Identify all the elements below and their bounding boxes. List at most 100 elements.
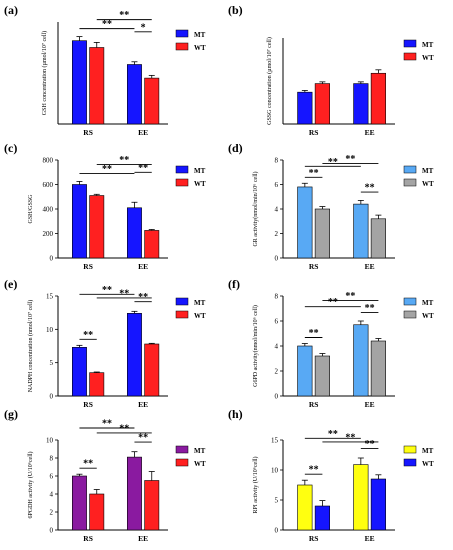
y-axis-label: NADPH concentration (nmol/10⁷ cell) <box>27 300 34 393</box>
legend-label: MT <box>194 167 206 175</box>
bar-MT-RS <box>72 347 87 397</box>
bar-MT-EE <box>353 464 369 531</box>
legend-swatch-MT <box>175 165 189 174</box>
chart-panel-e: (e) 0 5 10 15 NADPH concentration (nmol/10⁷ c… <box>4 277 206 409</box>
legend-swatch-MT <box>403 165 417 174</box>
y-tick-label: 10 <box>46 326 54 334</box>
significance-marker: ** <box>345 154 355 165</box>
y-axis-label: G6PD activity(nmol/min/10⁶ cell) <box>252 305 259 387</box>
bar-WT-RS <box>89 372 105 397</box>
chart-panel-f: (f) 0 2 4 6 8 G6PD activity(nmol/min/10⁶ cell)… <box>228 277 434 409</box>
significance-marker: ** <box>102 164 112 175</box>
panel-label: (g) <box>4 407 18 421</box>
bar-WT-EE <box>370 72 386 125</box>
legend-swatch-MT <box>175 29 189 38</box>
bar-WT-RS <box>314 208 330 259</box>
chart-panel-b: (b) GSSG concentration (µmol/10⁷ cell) RS E… <box>228 3 434 137</box>
bar-MT-EE <box>353 324 369 397</box>
significance-marker: ** <box>138 433 148 444</box>
legend-label: MT <box>422 167 434 175</box>
y-tick-label: 0 <box>275 393 279 401</box>
bar-WT-RS <box>89 47 105 125</box>
x-category-label: RS <box>309 400 319 409</box>
legend-label: WT <box>194 312 206 320</box>
y-tick-label: 600 <box>43 181 54 189</box>
y-tick-label: 5 <box>50 359 54 367</box>
y-tick-label: 10 <box>271 467 279 475</box>
legend-label: MT <box>194 299 206 307</box>
legend-label: WT <box>194 44 206 52</box>
y-tick-label: 15 <box>271 437 279 445</box>
significance-marker: ** <box>138 163 148 174</box>
significance-marker: ** <box>138 292 148 303</box>
panel-label: (b) <box>228 3 243 17</box>
x-category-label: EE <box>138 128 148 137</box>
legend-swatch-MT <box>403 297 417 306</box>
significance-marker: ** <box>83 330 93 341</box>
legend-swatch-MT <box>175 297 189 306</box>
significance-marker: ** <box>345 432 355 443</box>
x-category-label: RS <box>83 400 93 409</box>
bar-MT-EE <box>127 456 142 531</box>
bar-WT-EE <box>144 343 160 397</box>
panel-label: (h) <box>228 407 243 421</box>
panel-label: (d) <box>228 141 243 155</box>
significance-marker: ** <box>309 328 319 339</box>
y-tick-label: 2 <box>275 368 279 376</box>
x-category-label: EE <box>138 400 148 409</box>
chart-panel-a: (a) GSH concentration (µmol/10⁷ cell) RS EE… <box>4 3 206 137</box>
significance-marker: ** <box>309 465 319 476</box>
legend-label: MT <box>194 31 206 39</box>
legend-label: WT <box>194 180 206 188</box>
legend-swatch-WT <box>403 52 417 61</box>
bar-WT-RS <box>89 195 105 259</box>
bar-MT-RS <box>297 91 313 125</box>
legend-label: WT <box>422 54 434 62</box>
legend-label: WT <box>422 460 434 468</box>
chart-panel-c: (c) 0 200 400 600 800 GSH/GSSG RS EE ** ** ** MT WT <box>4 141 206 271</box>
panel-label: (a) <box>4 3 18 17</box>
y-tick-label: 8 <box>275 157 279 165</box>
bar-MT-RS <box>72 184 87 259</box>
legend-swatch-WT <box>175 310 189 319</box>
legend-swatch-WT <box>403 458 417 467</box>
x-category-label: RS <box>309 262 319 271</box>
y-axis-label: 6PGDH activity (U/10⁶cell) <box>27 451 34 518</box>
legend-swatch-WT <box>403 178 417 187</box>
bar-WT-RS <box>314 505 330 531</box>
legend-label: WT <box>422 312 434 320</box>
x-category-label: EE <box>365 128 375 137</box>
legend-swatch-MT <box>403 445 417 454</box>
y-tick-label: 2 <box>275 230 279 238</box>
chart-panel-d: (d) 0 2 4 6 8 GR activity(nmol/min/10⁶ cell) RS… <box>228 141 434 271</box>
x-category-label: EE <box>138 262 148 271</box>
significance-marker: ** <box>309 168 319 179</box>
legend-swatch-MT <box>403 39 417 48</box>
y-axis-label: GSH/GSSG <box>28 194 34 224</box>
y-tick-label: 5 <box>275 497 279 505</box>
bar-MT-RS <box>297 484 313 531</box>
bar-MT-EE <box>127 64 142 125</box>
significance-marker: ** <box>365 439 375 450</box>
y-tick-label: 4 <box>275 343 279 351</box>
bar-WT-EE <box>370 478 386 531</box>
y-tick-label: 6 <box>275 318 279 326</box>
x-category-label: EE <box>365 400 375 409</box>
y-tick-label: 800 <box>43 157 54 165</box>
x-category-label: RS <box>309 534 319 543</box>
y-tick-label: 8 <box>50 455 54 463</box>
significance-marker: ** <box>328 429 338 440</box>
significance-marker: ** <box>328 297 338 308</box>
significance-marker: ** <box>83 459 93 470</box>
legend-swatch-MT <box>175 445 189 454</box>
bar-WT-EE <box>370 218 386 259</box>
y-tick-label: 0 <box>275 527 279 535</box>
significance-marker: ** <box>119 10 129 21</box>
x-category-label: EE <box>138 534 148 543</box>
y-tick-label: 6 <box>50 473 54 481</box>
y-axis-label: GSH concentration (µmol/10⁷ cell) <box>41 31 48 115</box>
y-tick-label: 400 <box>43 206 54 214</box>
bar-MT-EE <box>127 313 142 397</box>
legend-swatch-WT <box>403 310 417 319</box>
